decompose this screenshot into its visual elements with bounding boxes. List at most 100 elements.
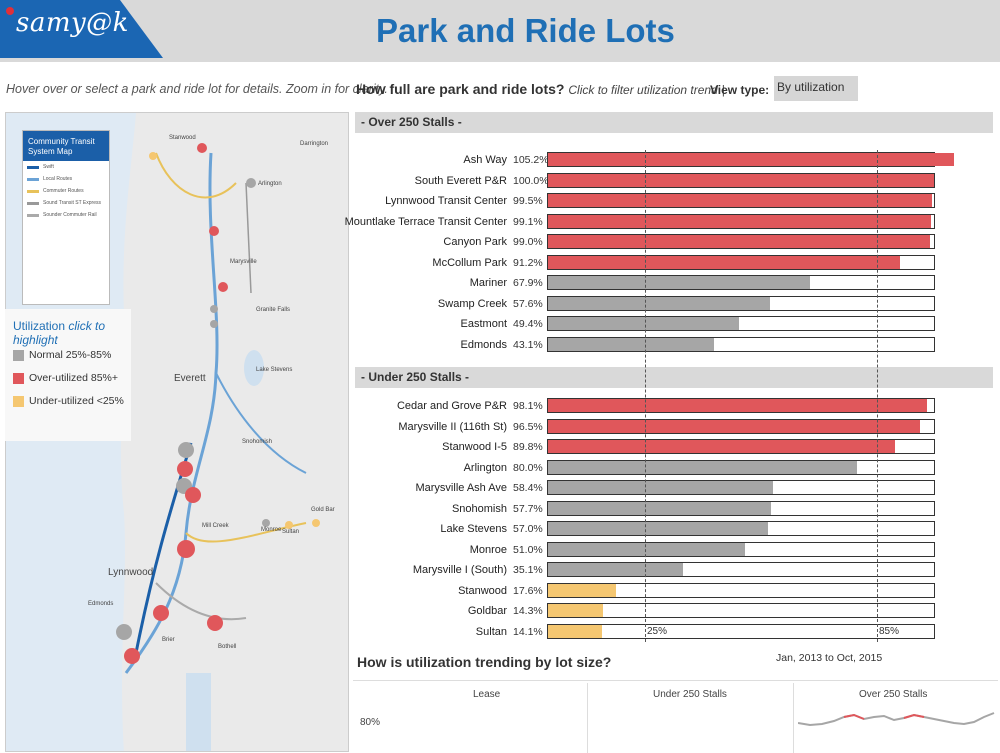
lot-row[interactable]: Lynnwood Transit Center 99.5%: [355, 191, 995, 211]
utilization-bar-track[interactable]: [547, 152, 954, 167]
lot-row[interactable]: Goldbar 14.3%: [355, 601, 995, 621]
utilization-bar[interactable]: [548, 173, 934, 187]
utilization-bar[interactable]: [548, 194, 933, 207]
map-instructions: Hover over or select a park and ride lot…: [6, 82, 388, 96]
utilization-bar[interactable]: [548, 481, 774, 494]
utilization-bar-track[interactable]: [547, 193, 935, 208]
lot-row[interactable]: Swamp Creek 57.6%: [355, 294, 995, 314]
utilization-bar-track[interactable]: [547, 418, 935, 434]
utilization-bar[interactable]: [548, 337, 715, 351]
legend-under-label: Under-utilized <25%: [29, 395, 124, 407]
utilization-bar[interactable]: [548, 235, 931, 248]
utilization-bar-track[interactable]: [547, 254, 935, 270]
map-label: Darrington: [300, 141, 328, 147]
lot-row[interactable]: Lake Stevens 57.0%: [355, 519, 995, 539]
lot-row[interactable]: Cedar and Grove P&R 98.1%: [355, 396, 995, 416]
lot-name: Marysville Ash Ave: [415, 482, 507, 494]
lot-row[interactable]: Mountlake Terrace Transit Center 99.1%: [345, 212, 995, 232]
lot-row[interactable]: South Everett P&R 100.0%: [355, 171, 995, 191]
lot-utilization-value: 43.1%: [513, 338, 543, 351]
utilization-bar[interactable]: [548, 419, 921, 433]
utilization-bar-track[interactable]: [547, 500, 935, 516]
lot-row[interactable]: Mariner 67.9%: [355, 273, 995, 293]
utilization-bar-track[interactable]: [547, 234, 935, 249]
lot-utilization-value: 14.1%: [513, 625, 543, 638]
map-label: Everett: [174, 373, 206, 384]
utilization-bar-track[interactable]: [547, 521, 935, 536]
lot-utilization-value: 91.2%: [513, 256, 543, 269]
utilization-bar[interactable]: [548, 296, 771, 310]
samyak-logo[interactable]: samy@k: [0, 0, 165, 58]
question-text: How full are park and ride lots?: [356, 81, 565, 97]
legend-normal[interactable]: Normal 25%-85%: [13, 349, 111, 361]
lot-row[interactable]: Snohomish 57.7%: [355, 499, 995, 519]
utilization-bar-track[interactable]: [547, 336, 935, 352]
legend-route-line: Sounder Commuter Rail: [23, 209, 109, 221]
map-label: Arlington: [258, 181, 282, 187]
lot-row[interactable]: Edmonds 43.1%: [355, 335, 995, 355]
lot-utilization-value: 14.3%: [513, 605, 543, 617]
utilization-bar-track[interactable]: [547, 213, 935, 229]
route-label: Sound Transit ST Express: [43, 200, 101, 206]
lot-row[interactable]: Eastmont 49.4%: [355, 314, 995, 334]
utilization-title-text: Utilization: [13, 319, 66, 333]
utilization-bar[interactable]: [548, 440, 895, 453]
utilization-bar[interactable]: [548, 399, 927, 412]
utilization-bar-track[interactable]: [547, 398, 935, 413]
lot-name: Eastmont: [460, 318, 507, 330]
lot-row[interactable]: Marysville Ash Ave 58.4%: [355, 478, 995, 498]
utilization-bar[interactable]: [548, 563, 684, 576]
route-swatch: [27, 189, 39, 193]
lot-utilization-value: 96.5%: [513, 420, 543, 433]
lot-name: Cedar and Grove P&R: [396, 400, 507, 412]
utilization-bar[interactable]: [548, 276, 811, 289]
lot-row[interactable]: Ash Way 105.2%: [355, 150, 995, 170]
lot-row[interactable]: Stanwood 17.6%: [355, 581, 995, 601]
lot-row[interactable]: McCollum Park 91.2%: [355, 253, 995, 273]
utilization-bar-track[interactable]: [547, 172, 935, 188]
lot-row[interactable]: Marysville I (South) 35.1%: [355, 560, 995, 580]
lot-row[interactable]: Monroe 51.0%: [355, 540, 995, 560]
utilization-bar[interactable]: [548, 255, 901, 269]
utilization-bar[interactable]: [548, 153, 954, 166]
utilization-legend[interactable]: Utilization click to highlight Normal 25…: [5, 309, 131, 441]
utilization-bar-track[interactable]: [547, 480, 935, 495]
logo-background: [0, 0, 163, 58]
lot-row[interactable]: Marysville II (116th St) 96.5%: [355, 417, 995, 437]
trend-sparkline[interactable]: [798, 705, 998, 745]
utilization-bar-track[interactable]: [547, 316, 935, 331]
trend-col-lease: Lease: [473, 689, 501, 700]
utilization-bar[interactable]: [548, 604, 604, 617]
lot-name: Lynnwood Transit Center: [385, 195, 507, 207]
utilization-bar[interactable]: [548, 583, 616, 597]
lot-utilization-value: 100.0%: [513, 174, 549, 187]
trend-chart[interactable]: 80% Lease Under 250 Stalls Over 250 Stal…: [353, 680, 998, 753]
utilization-bar[interactable]: [548, 542, 745, 556]
utilization-bar[interactable]: [548, 624, 603, 638]
utilization-bar[interactable]: [548, 460, 857, 474]
utilization-bar-track[interactable]: [547, 275, 935, 290]
utilization-bar[interactable]: [548, 501, 771, 515]
utilization-bar-track[interactable]: [547, 439, 935, 454]
utilization-bar-track[interactable]: [547, 562, 935, 577]
lot-row[interactable]: Stanwood I-5 89.8%: [355, 437, 995, 457]
question-separator: |: [721, 83, 725, 97]
utilization-bar-track[interactable]: [547, 295, 935, 311]
utilization-bar[interactable]: [548, 317, 739, 330]
lot-row[interactable]: Sultan 14.1%: [355, 622, 995, 642]
utilization-bar-track[interactable]: [547, 623, 935, 639]
legend-under-utilized[interactable]: Under-utilized <25%: [13, 395, 124, 407]
route-label: Commuter Routes: [43, 188, 84, 194]
lot-row[interactable]: Arlington 80.0%: [355, 458, 995, 478]
utilization-bar-track[interactable]: [547, 603, 935, 618]
lot-name: Edmonds: [460, 338, 507, 351]
view-type-select[interactable]: By utilization: [774, 76, 858, 101]
lot-utilization-value: 80.0%: [513, 461, 543, 474]
legend-over-utilized[interactable]: Over-utilized 85%+: [13, 372, 118, 384]
utilization-bar[interactable]: [548, 214, 931, 228]
utilization-bar-track[interactable]: [547, 541, 935, 557]
utilization-bar[interactable]: [548, 522, 769, 535]
lot-row[interactable]: Canyon Park 99.0%: [355, 232, 995, 252]
utilization-bar-track[interactable]: [547, 582, 935, 598]
utilization-bar-track[interactable]: [547, 459, 935, 475]
